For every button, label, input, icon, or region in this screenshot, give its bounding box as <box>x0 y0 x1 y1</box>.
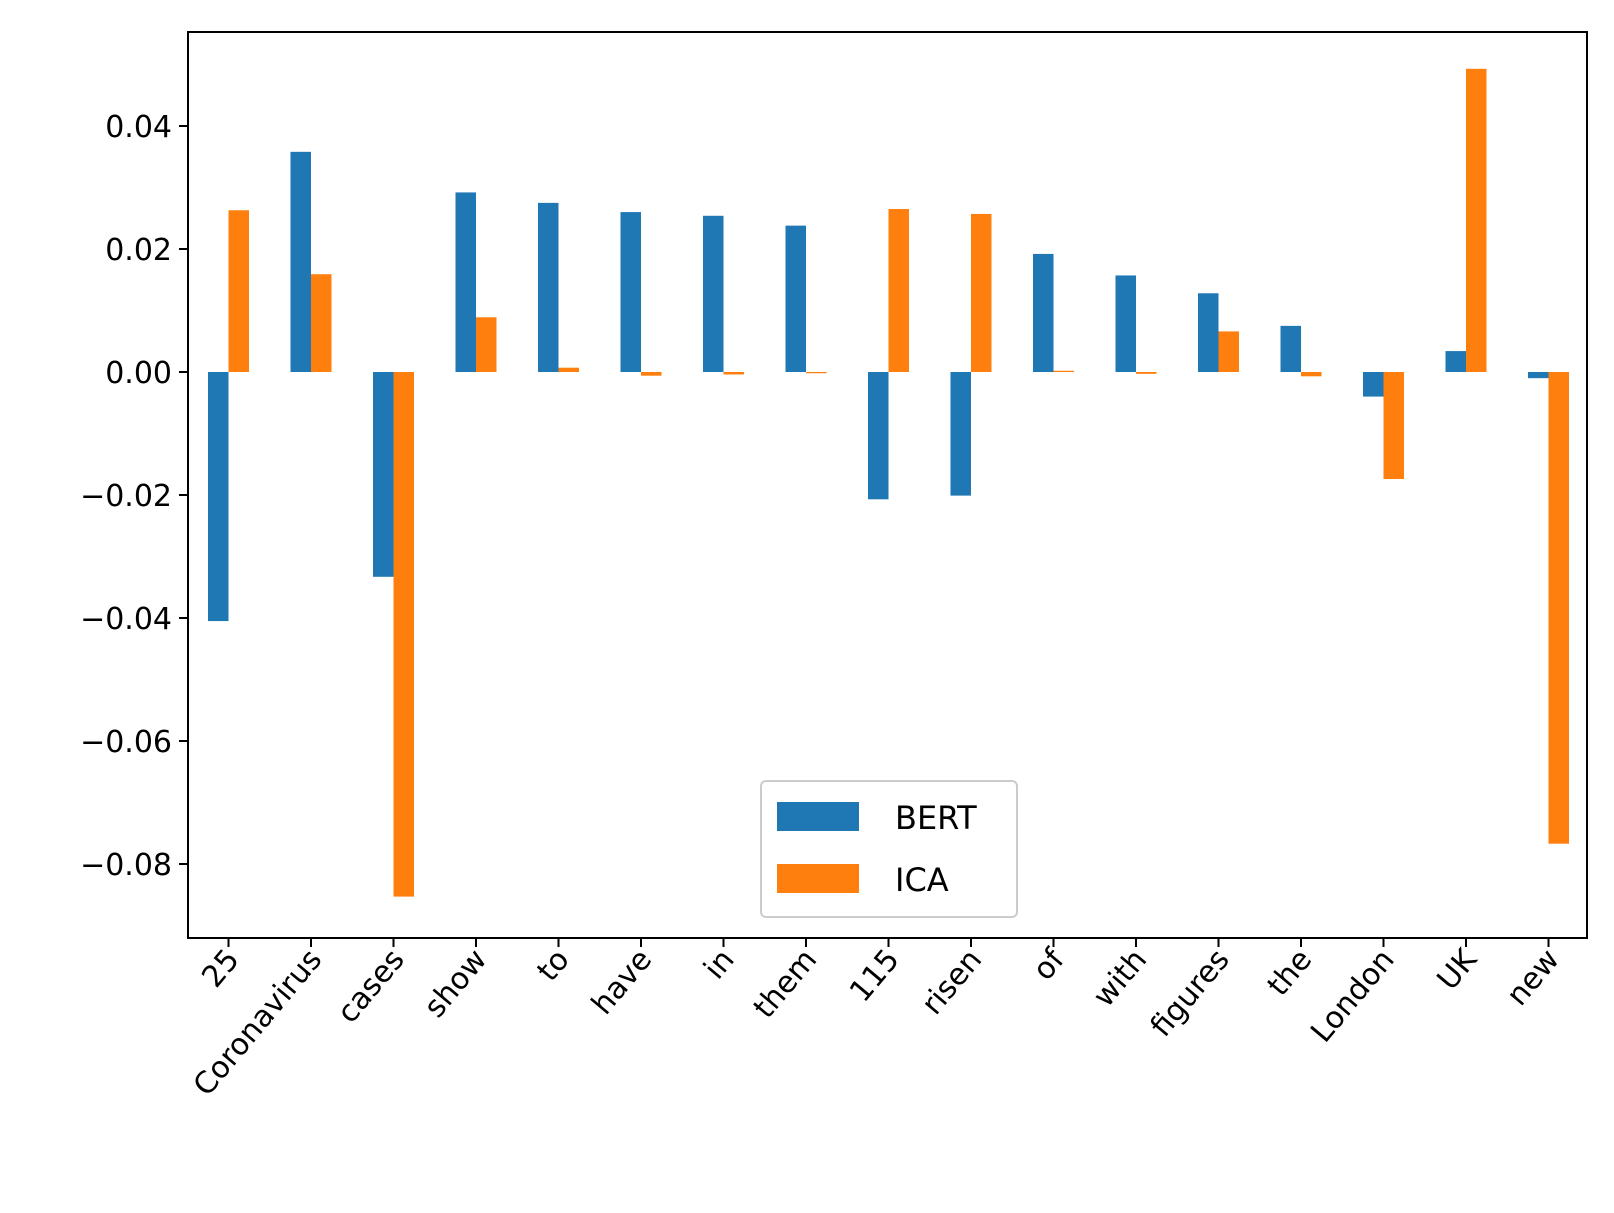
bar-bert-in <box>703 215 724 372</box>
bar-ica-them <box>806 372 827 374</box>
x-tick-label-london: London <box>1304 943 1401 1050</box>
bar-bert-risen <box>950 372 971 496</box>
bar-bert-25 <box>208 372 229 622</box>
bar-ica-25 <box>228 210 249 372</box>
bar-bert-of <box>1033 253 1054 372</box>
bars-layer <box>208 68 1569 897</box>
bar-ica-risen <box>971 213 992 372</box>
x-tick-label-figures: figures <box>1144 943 1237 1044</box>
bar-bert-to <box>538 202 559 372</box>
bar-bert-show <box>455 192 476 372</box>
bar-ica-london <box>1383 372 1404 480</box>
x-tick-label-risen: risen <box>915 943 989 1022</box>
bar-ica-with <box>1136 372 1157 374</box>
bar-bert-cases <box>373 372 394 577</box>
y-axis: 0.04 0.02 0.00 −0.02 −0.04 −0.06 −0.08 <box>80 110 188 883</box>
x-tick-label-in: in <box>697 943 741 986</box>
y-tick-label: 0.04 <box>105 110 172 145</box>
x-tick-label-to: to <box>530 943 576 989</box>
bar-ica-show <box>476 317 497 372</box>
x-tick-label-new: new <box>1500 943 1567 1013</box>
bar-ica-cases <box>393 372 414 897</box>
bar-bert-coronavirus <box>290 151 311 372</box>
legend-box <box>760 780 1018 918</box>
bar-bert-new <box>1528 372 1549 379</box>
y-tick-label: −0.02 <box>80 479 172 514</box>
legend-label-bert: BERT <box>895 799 977 837</box>
x-tick-label-of: of <box>1026 942 1072 988</box>
y-tick-label: 0.00 <box>105 356 172 391</box>
x-tick-label-them: them <box>747 943 824 1026</box>
legend-swatch-bert <box>777 802 859 831</box>
x-tick-label-have: have <box>585 943 659 1022</box>
bar-bert-london <box>1363 372 1384 397</box>
y-tick-label: −0.06 <box>80 725 172 760</box>
bar-ica-in <box>723 372 744 375</box>
bar-ica-new <box>1548 372 1569 844</box>
x-tick-label-show: show <box>417 943 494 1025</box>
legend: BERT ICA <box>760 780 1018 918</box>
bar-ica-coronavirus <box>311 274 332 372</box>
bar-bert-them <box>785 225 806 372</box>
bar-ica-the <box>1301 372 1322 377</box>
legend-label-ica: ICA <box>895 861 949 899</box>
legend-swatch-ica <box>777 864 859 893</box>
x-tick-label-the: the <box>1261 943 1319 1003</box>
x-tick-label-25: 25 <box>195 943 246 995</box>
bar-ica-of <box>1053 370 1074 372</box>
bar-bert-the <box>1280 325 1301 372</box>
bar-bert-115 <box>868 372 889 500</box>
y-tick-label: −0.04 <box>80 602 172 637</box>
bar-bert-have <box>620 212 641 372</box>
bar-ica-to <box>558 367 579 372</box>
x-tick-label-115: 115 <box>843 943 907 1009</box>
x-tick-label-uk: UK <box>1431 942 1485 997</box>
bar-ica-have <box>641 372 662 376</box>
bar-ica-uk <box>1466 68 1487 373</box>
bar-bert-uk <box>1445 351 1466 372</box>
x-tick-label-with: with <box>1086 943 1154 1014</box>
bar-bert-with <box>1115 275 1136 372</box>
y-tick-label: 0.02 <box>105 233 172 268</box>
y-tick-label: −0.08 <box>80 848 172 883</box>
bar-ica-figures <box>1218 331 1239 372</box>
bar-bert-figures <box>1198 293 1219 372</box>
x-tick-label-cases: cases <box>330 943 411 1030</box>
bar-ica-115 <box>888 209 909 372</box>
